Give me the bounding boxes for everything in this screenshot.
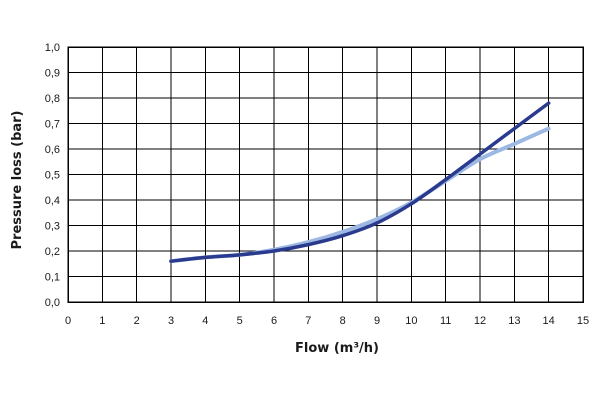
x-tick-label: 8	[340, 315, 346, 327]
x-tick-label: 9	[374, 315, 380, 327]
x-tick-label: 1	[99, 315, 105, 327]
x-tick-label: 2	[134, 315, 140, 327]
plot-frame	[67, 46, 584, 303]
x-tick-label: 4	[202, 315, 208, 327]
y-tick-label: 0,9	[45, 68, 60, 80]
y-axis-title: Pressure loss (bar)	[10, 110, 25, 249]
y-tick-label: 0,7	[45, 119, 60, 131]
y-tick-label: 0,1	[45, 272, 60, 284]
y-tick-label: 0,4	[45, 195, 60, 207]
y-tick-label: 0,0	[45, 297, 60, 309]
x-tick-label: 12	[474, 315, 486, 327]
x-axis-title: Flow (m³/h)	[295, 341, 379, 356]
x-tick-label: 5	[237, 315, 243, 327]
x-tick-labels: 0 1 2 3 4 5 6 7 8 9 10 11 12 13 14 15	[65, 315, 589, 327]
x-tick-label: 7	[305, 315, 311, 327]
x-tick-label: 14	[543, 315, 555, 327]
x-tick-label: 0	[65, 315, 71, 327]
y-tick-label: 1,0	[45, 42, 60, 54]
y-tick-label: 0,3	[45, 221, 60, 233]
y-tick-labels: 0,0 0,1 0,2 0,3 0,4 0,5 0,6 0,7 0,8 0,9 1,0	[45, 42, 60, 309]
x-tick-label: 15	[577, 315, 589, 327]
y-tick-label: 0,8	[45, 93, 60, 105]
series-line-1	[169, 101, 551, 263]
x-tick-label: 3	[168, 315, 174, 327]
y-tick-label: 0,5	[45, 170, 60, 182]
x-tick-label: 10	[405, 315, 417, 327]
x-tick-label: 6	[271, 315, 277, 327]
x-tick-label: 11	[440, 315, 451, 327]
y-tick-label: 0,6	[45, 144, 60, 156]
series-line-2	[169, 126, 551, 264]
x-tick-label: 13	[508, 315, 520, 327]
grid	[67, 46, 584, 303]
y-tick-label: 0,2	[45, 246, 60, 258]
series-layer	[169, 101, 551, 264]
